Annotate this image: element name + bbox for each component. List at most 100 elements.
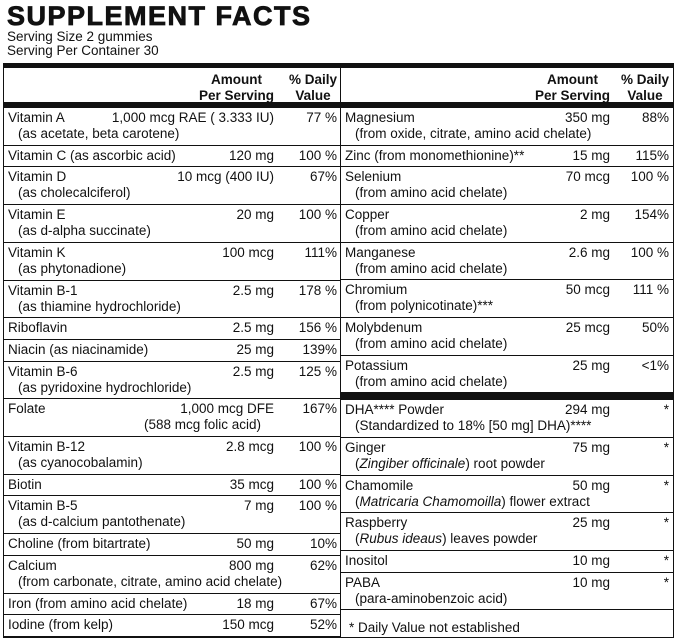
right-column: Amount Per Serving % Daily Value Magnesium… xyxy=(340,68,673,637)
daily-value: * xyxy=(663,574,669,590)
nutrient-row: Chromium 50 mcg 111 % (from polynicotinate)… xyxy=(341,280,673,319)
nutrient-row: Copper 2 mg 154% (from amino acid chelate) xyxy=(341,205,673,243)
nutrient-row: Biotin 35 mcg 100 % xyxy=(4,475,340,497)
nutrient-name: Vitamin E xyxy=(8,207,66,223)
daily-value: * xyxy=(663,402,669,418)
nutrient-name: Copper xyxy=(345,207,390,223)
nutrient-row: Vitamin B-1 2.5 mg 178 % (as thiamine hydro… xyxy=(4,281,340,319)
nutrient-source: (from amino acid chelate) xyxy=(355,223,508,239)
header-text: Value xyxy=(627,88,663,103)
amount: 35 mcg xyxy=(229,476,274,492)
header-text: Per Serving xyxy=(534,88,610,103)
nutrient-source: (588 mcg folic acid) xyxy=(144,417,262,433)
daily-value: 50% xyxy=(641,320,669,336)
nutrient-name: Iron (from amino acid chelate) xyxy=(8,595,188,611)
nutrient-row: PABA 10 mg * (para-aminobenzoic acid) xyxy=(341,573,673,611)
source-part: ) root powder xyxy=(465,456,545,472)
daily-value: * xyxy=(663,515,669,531)
nutrient-name: PABA xyxy=(345,574,381,590)
dv-header: % Daily Value xyxy=(289,72,337,104)
nutrient-name: Potassium xyxy=(345,357,409,373)
daily-value: 125 % xyxy=(298,363,337,379)
daily-value: 52% xyxy=(309,617,337,633)
nutrient-name: Vitamin D xyxy=(8,169,67,185)
amount: 1,000 mcg RAE ( 3.333 IU) xyxy=(111,110,274,125)
nutrient-name: Vitamin B-5 xyxy=(8,498,78,514)
nutrient-name: Inositol xyxy=(345,553,388,569)
nutrient-source: (para-aminobenzoic acid) xyxy=(355,590,508,606)
daily-value: 167% xyxy=(302,401,337,417)
daily-value: 67% xyxy=(309,169,337,185)
nutrient-row: Manganese 2.6 mg 100 % (from amino acid che… xyxy=(341,243,673,281)
source-part: Matricaria Chamomoilla xyxy=(359,493,502,509)
nutrient-source: (as d-calcium pantothenate) xyxy=(18,514,186,530)
nutrient-name: Vitamin B-1 xyxy=(8,282,78,298)
nutrient-source: (from oxide, citrate, amino acid chelate… xyxy=(355,126,592,141)
amount: 25 mg xyxy=(572,357,610,373)
nutrient-name: Biotin xyxy=(8,476,42,492)
daily-value: 100 % xyxy=(298,498,337,514)
daily-value: * xyxy=(663,477,669,493)
amount: 70 mcg xyxy=(565,169,610,185)
nutrient-name: Raspberry xyxy=(345,515,408,531)
amount: 18 mg xyxy=(236,595,274,611)
nutrient-row: Vitamin C (as ascorbic acid) 120 mg 100 % xyxy=(4,146,340,168)
amount-header: Amount Per Serving xyxy=(535,72,610,104)
nutrient-name: Selenium xyxy=(345,169,402,185)
daily-value: 88% xyxy=(641,110,669,125)
source-part: ) flower extract xyxy=(501,493,590,509)
daily-value: 139% xyxy=(302,341,337,357)
amount: 25 mg xyxy=(572,515,610,531)
daily-value: 154% xyxy=(634,207,669,223)
nutrient-name: Vitamin B-6 xyxy=(8,363,78,379)
nutrient-name: Chamomile xyxy=(345,477,414,493)
footnote: * Daily Value not established xyxy=(349,620,520,636)
nutrient-source: (as cyanocobalamin) xyxy=(18,455,143,471)
nutrient-name: Vitamin K xyxy=(8,244,66,260)
daily-value: * xyxy=(663,440,669,456)
source-part: ( xyxy=(355,531,360,547)
daily-value: * xyxy=(663,553,669,569)
nutrient-row: Vitamin B-6 2.5 mg 125 % (as pyridoxine hyd… xyxy=(4,362,340,400)
dv-header: % Daily Value xyxy=(621,72,669,104)
daily-value: 115% xyxy=(635,147,669,163)
daily-value: 100 % xyxy=(298,476,337,492)
nutrient-row: Raspberry 25 mg * (Rubus ideaus) leaves pow… xyxy=(341,513,673,552)
nutrient-name: Zinc (from monomethionine)** xyxy=(345,147,525,163)
nutrient-row: Niacin (as niacinamide) 25 mg 139% xyxy=(4,340,340,362)
nutrient-source: (as cholecalciferol) xyxy=(18,185,131,201)
daily-value: 100 % xyxy=(630,169,669,185)
amount: 150 mcg xyxy=(222,617,274,633)
amount: 7 mg xyxy=(243,498,274,514)
nutrient-name: Choline (from bitartrate) xyxy=(8,536,151,552)
source-part: Zingiber officinale xyxy=(359,456,466,472)
header: Amount Per Serving % Daily Value xyxy=(4,68,340,108)
nutrient-source: (as phytonadione) xyxy=(18,260,127,276)
amount: 2 mg xyxy=(579,207,610,223)
amount: 50 mcg xyxy=(565,282,610,298)
nutrient-name: Vitamin C (as ascorbic acid) xyxy=(8,147,176,163)
nutrient-row: Calcium 800 mg 62% (from carbonate, citrate… xyxy=(4,556,340,594)
nutrient-row: Folate 1,000 mcg DFE 167% (588 mcg folic ac… xyxy=(4,399,340,438)
nutrient-source: (from amino acid chelate) xyxy=(355,373,508,389)
title: SUPPLEMENT FACTS xyxy=(7,1,312,32)
header: Amount Per Serving % Daily Value xyxy=(341,68,673,108)
nutrient-name: Niacin (as niacinamide) xyxy=(8,341,149,357)
serving-size: Serving Size 2 gummies xyxy=(7,29,153,44)
amount: 2.5 mg xyxy=(232,282,274,298)
daily-value: 111% xyxy=(304,244,337,260)
amount: 25 mg xyxy=(236,341,274,357)
nutrient-name: Iodine (from kelp) xyxy=(8,617,114,633)
header-text: Value xyxy=(295,88,331,103)
nutrient-source: (from amino acid chelate) xyxy=(355,185,508,201)
nutrient-source: (as thiamine hydrochloride) xyxy=(18,298,181,314)
facts-table: Amount Per Serving % Daily Value Vitamin A… xyxy=(3,63,674,638)
nutrient-name: Molybdenum xyxy=(345,320,423,336)
nutrient-source: (as pyridoxine hydrochloride) xyxy=(18,379,192,395)
nutrient-source: (Rubus ideaus) leaves powder xyxy=(341,531,673,547)
amount: 2.5 mg xyxy=(232,320,274,336)
nutrient-row: Vitamin B-5 7 mg 100 % (as d-calcium pantot… xyxy=(4,496,340,535)
amount: 120 mg xyxy=(228,147,274,163)
nutrient-row: Iodine (from kelp) 150 mcg 52% xyxy=(4,615,340,637)
nutrient-row: Potassium 25 mg <1% (from amino acid chelat… xyxy=(341,356,673,394)
